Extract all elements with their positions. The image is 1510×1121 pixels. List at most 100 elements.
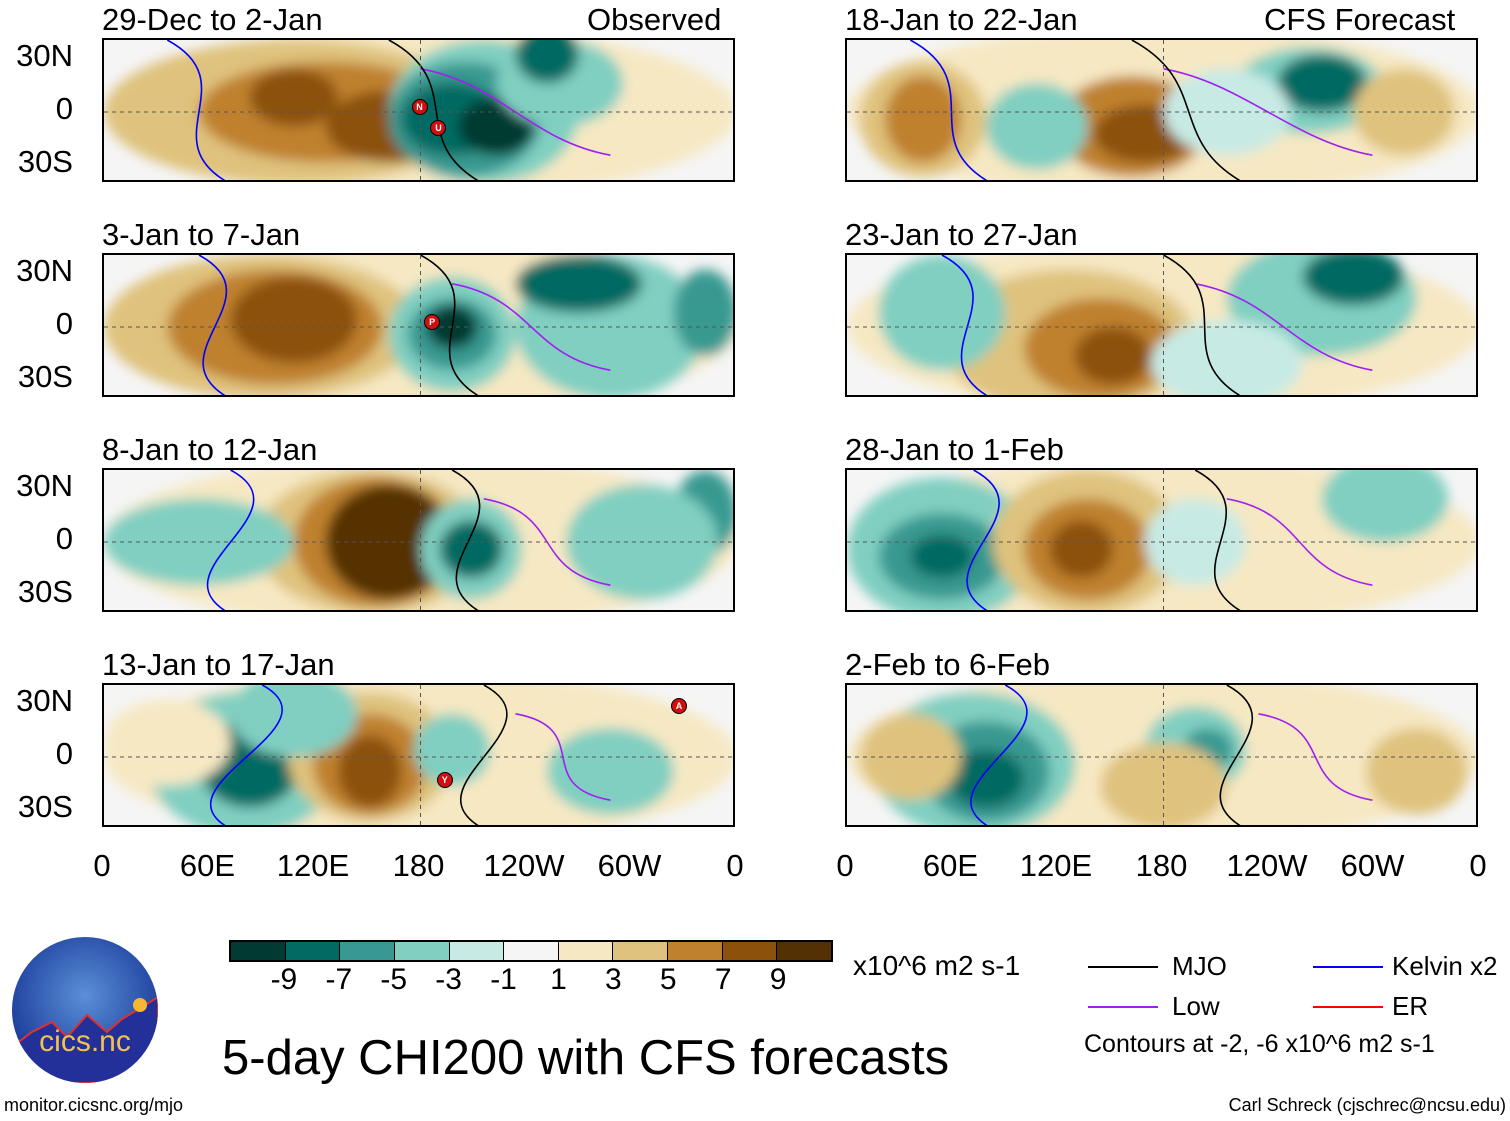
colorbar-swatch xyxy=(504,942,559,960)
colorbar-swatch xyxy=(231,942,286,960)
lat-label: 30S xyxy=(17,359,73,394)
anomaly-region xyxy=(104,699,231,786)
lon-label: 60W xyxy=(597,848,662,883)
panel-title: 29-Dec to 2-Jan xyxy=(102,2,323,37)
tropical-storm-marker: P xyxy=(424,313,441,330)
lat-label: 30N xyxy=(16,253,73,288)
colorbar-tick-label: 5 xyxy=(659,963,677,996)
contour-line xyxy=(388,40,479,180)
figure-title: 5-day CHI200 with CFS forecasts xyxy=(222,1031,950,1085)
colorbar-tick-label: -7 xyxy=(325,963,353,996)
contour-line xyxy=(1194,470,1241,610)
lon-label: 120W xyxy=(1226,848,1308,883)
lat-label: 30N xyxy=(16,468,73,503)
lon-label: 0 xyxy=(836,848,854,883)
anomaly-map xyxy=(845,468,1478,612)
legend-er: ER xyxy=(1392,991,1429,1021)
lon-label: 180 xyxy=(1135,848,1188,883)
colorbar-swatch xyxy=(777,942,832,960)
anomaly-map xyxy=(845,683,1478,827)
contour-line xyxy=(1219,685,1253,825)
contour-line xyxy=(1131,40,1241,180)
credit: Carl Schreck (cjschrec@ncsu.edu) xyxy=(1228,1095,1506,1115)
panel-title: 18-Jan to 22-Jan xyxy=(845,2,1078,37)
anomaly-region xyxy=(878,255,1006,371)
anomaly-map xyxy=(845,38,1478,182)
tropical-storm-marker: A xyxy=(671,697,688,714)
anomaly-region xyxy=(1302,255,1405,306)
lon-label: 60W xyxy=(1340,848,1405,883)
colorbar-tick-label: 9 xyxy=(769,963,787,996)
contour-line xyxy=(1226,498,1373,586)
legend-kelvin-line xyxy=(1313,966,1383,968)
lon-label: 120W xyxy=(483,848,565,883)
colorbar xyxy=(229,940,833,962)
anomaly-map xyxy=(102,253,735,397)
colorbar-tick-label: -3 xyxy=(435,963,462,996)
lon-label: 60E xyxy=(922,848,979,883)
tropical-storm-marker: U xyxy=(430,120,447,137)
legend-mjo: MJO xyxy=(1172,951,1227,981)
lat-label: 0 xyxy=(55,91,73,126)
anomaly-region xyxy=(1049,520,1113,578)
tropical-storm-marker: Y xyxy=(436,772,453,789)
anomaly-region xyxy=(986,83,1088,170)
anomaly-map xyxy=(102,468,735,612)
anomaly-region xyxy=(515,40,579,84)
panel-title: 2-Feb to 6-Feb xyxy=(845,647,1051,682)
colorbar-swatch xyxy=(394,942,450,960)
anomaly-region xyxy=(1366,728,1468,815)
anomaly-region xyxy=(673,269,733,356)
contour-line xyxy=(1163,255,1241,395)
contour-line xyxy=(166,40,226,180)
anomaly-map xyxy=(102,683,735,827)
anomaly-region xyxy=(230,276,358,363)
anomaly-region xyxy=(1150,319,1303,395)
legend-mjo-line xyxy=(1088,966,1158,968)
anomaly-region xyxy=(1353,68,1455,156)
colorbar-swatch xyxy=(449,942,505,960)
lon-label: 0 xyxy=(726,848,744,883)
lon-label: 0 xyxy=(1469,848,1487,883)
colorbar-tick-label: -9 xyxy=(270,963,298,996)
lat-label: 30S xyxy=(17,574,73,609)
colorbar-tick-label: -5 xyxy=(380,963,408,996)
anomaly-region xyxy=(230,685,358,757)
site-url[interactable]: monitor.cicsnc.org/mjo xyxy=(4,1095,184,1115)
anomaly-region xyxy=(547,728,674,815)
colorbar-swatch xyxy=(613,942,669,960)
anomaly-region xyxy=(1144,498,1246,586)
anomaly-region xyxy=(439,520,503,578)
contour-line xyxy=(420,255,479,395)
contour-line xyxy=(1258,713,1373,801)
colorbar-units: x10^6 m2 s-1 xyxy=(853,950,1021,981)
contour-line xyxy=(1195,283,1373,371)
anomaly-region xyxy=(859,713,961,801)
anomaly-region xyxy=(1074,327,1151,385)
lat-label: 0 xyxy=(55,736,73,771)
observed-label: Observed xyxy=(587,2,722,37)
colorbar-swatch xyxy=(668,942,723,960)
lat-label: 0 xyxy=(55,521,73,556)
lon-label: 60E xyxy=(179,848,236,883)
lat-label: 30S xyxy=(17,144,73,179)
anomaly-region xyxy=(338,735,402,808)
anomaly-region xyxy=(414,713,491,786)
legend-low: Low xyxy=(1172,991,1220,1021)
cicsnc-logo: cics.nc xyxy=(12,937,158,1083)
anomaly-map xyxy=(845,253,1478,397)
anomaly-region xyxy=(1277,54,1367,112)
anomaly-region xyxy=(948,749,1025,808)
contour-line xyxy=(1163,68,1373,156)
lat-label: 30N xyxy=(16,38,73,73)
lat-label: 30N xyxy=(16,683,73,718)
lat-label: 30S xyxy=(17,789,73,824)
colorbar-swatch xyxy=(722,942,778,960)
forecast-label: CFS Forecast xyxy=(1264,2,1456,37)
anomaly-region xyxy=(1321,470,1449,542)
panel-title: 13-Jan to 17-Jan xyxy=(102,647,335,682)
anomaly-region xyxy=(249,68,339,127)
panel-title: 23-Jan to 27-Jan xyxy=(845,217,1078,252)
contour-line xyxy=(970,685,1028,825)
contours-note: Contours at -2, -6 x10^6 m2 s-1 xyxy=(1084,1030,1435,1058)
